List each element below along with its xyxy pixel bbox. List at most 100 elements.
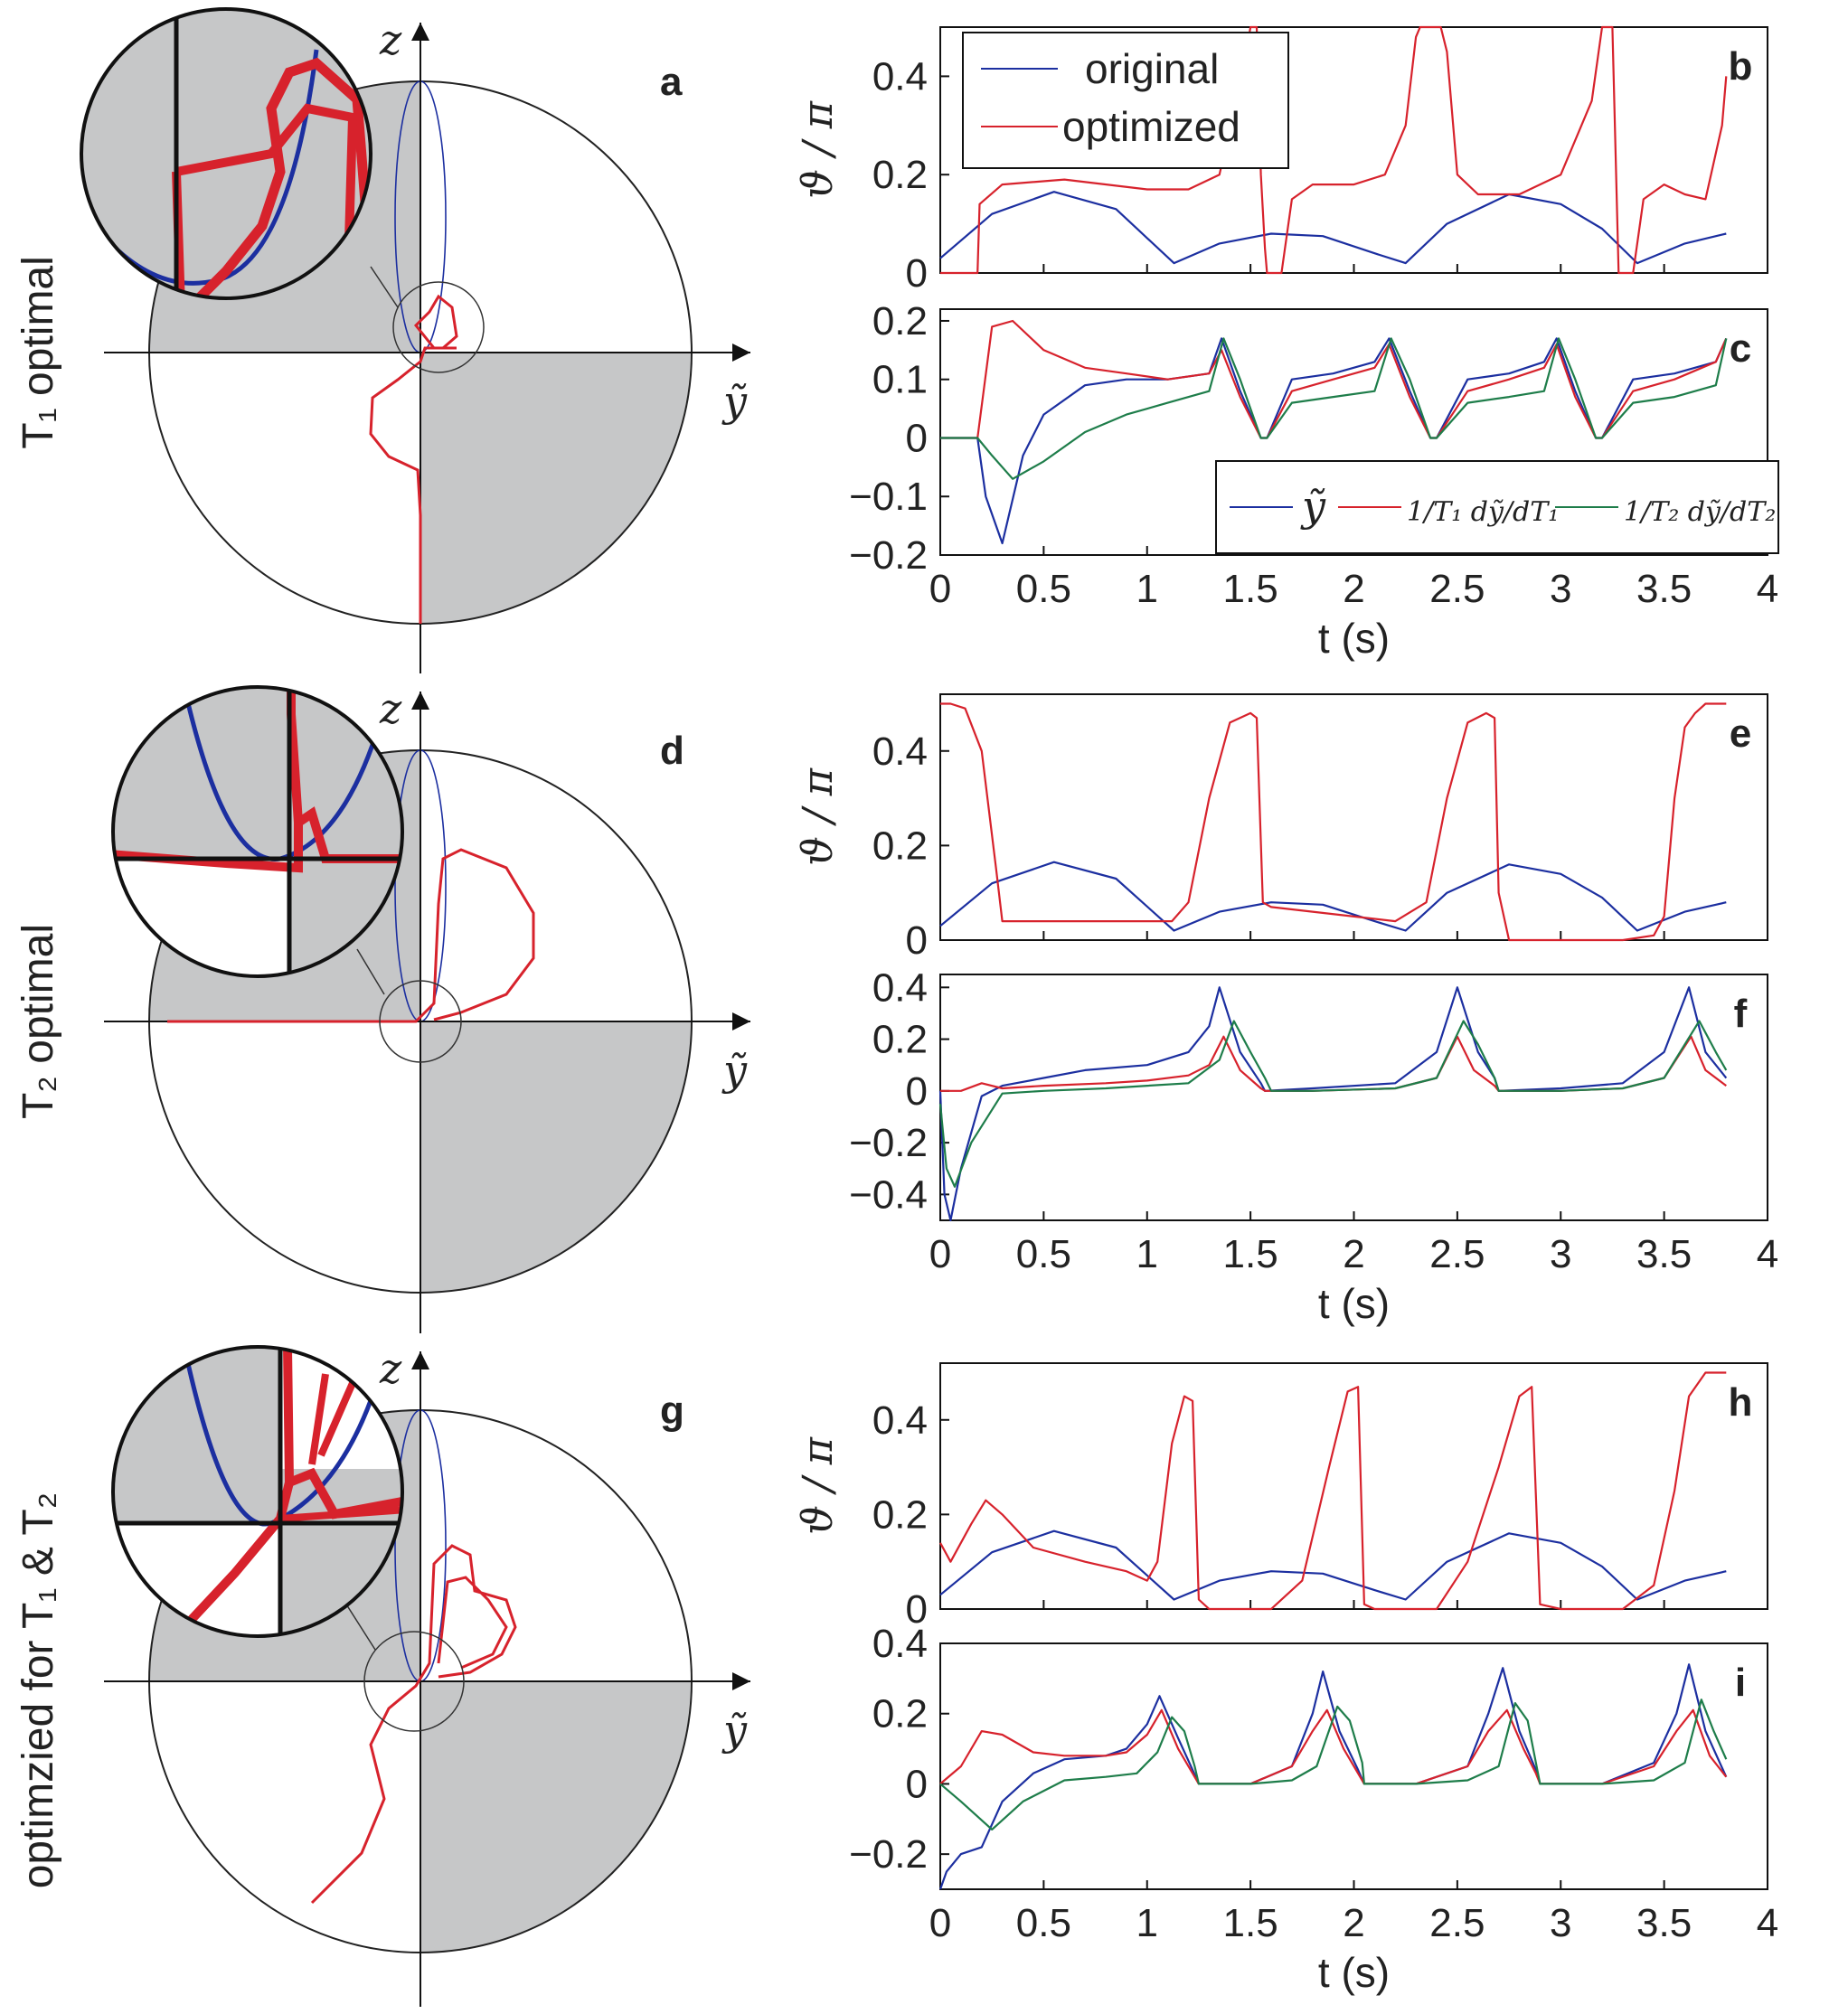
- optimized-trajectory: [369, 294, 458, 624]
- x-tick-label: 2.5: [1429, 1901, 1485, 1945]
- z-axis-label: z: [379, 15, 402, 64]
- y-tick-label: 0.4: [872, 965, 928, 1010]
- plot-frame: [939, 974, 1768, 1221]
- panel-label-d: d: [660, 729, 684, 773]
- y-tick-label: 0.2: [872, 1492, 928, 1537]
- y-tick-label: −0.2: [849, 533, 928, 578]
- grey-quadrant-lr: [420, 1681, 692, 1953]
- circle-panel-g: z ỹ g: [104, 1344, 750, 2007]
- series-line-optimized: [940, 25, 1728, 275]
- x-tick-label: 0: [929, 567, 951, 611]
- panel-label-b: b: [1729, 44, 1753, 89]
- y-tick-label: 0: [906, 416, 928, 460]
- y-axis-title: ϑ / π: [793, 100, 842, 199]
- plot-frame: [939, 693, 1768, 941]
- y-tick-label: −0.2: [849, 1121, 928, 1165]
- series-line-1-t-d-dt-: [938, 1020, 1728, 1188]
- y-tick-label: 0.4: [872, 729, 928, 774]
- series-line-1-t-d-dt-: [940, 319, 1728, 439]
- x-tick-label: 3: [1550, 567, 1571, 611]
- z-axis-label: z: [379, 684, 402, 733]
- y-tick-label: 0.2: [872, 299, 928, 344]
- series-line-optimized: [939, 1371, 1727, 1611]
- optimized-trajectory: [167, 848, 535, 1023]
- y-tick-label: 0.1: [872, 358, 928, 402]
- x-axis-title: t (s): [1318, 615, 1390, 662]
- y-tick-label: 0: [906, 1069, 928, 1114]
- x-tick-label: 0.5: [1016, 567, 1071, 611]
- x-tick-label: 1: [1136, 1901, 1158, 1945]
- chart-panel-h: 0 0.2 0.4 ϑ / π h: [793, 1362, 1768, 1632]
- y-tick-label: 0: [906, 1587, 928, 1632]
- panel-label-f: f: [1734, 992, 1748, 1036]
- y-axis-title: ϑ / π: [793, 1436, 842, 1535]
- grey-quadrant-lr: [420, 353, 692, 624]
- y-tick-label: 0.4: [872, 1398, 928, 1443]
- series-line-original: [939, 191, 1727, 265]
- series-line--: [938, 986, 1728, 1222]
- y-tick-label: 0.4: [872, 54, 928, 99]
- row-label-2: T₂ optimal: [14, 924, 62, 1119]
- zoom-inset-border: [111, 1345, 404, 1638]
- x-tick-label: 1.5: [1223, 1901, 1278, 1945]
- series-line--: [938, 1663, 1728, 1890]
- zoom-inset-border: [111, 685, 404, 978]
- zoom-circle: [379, 980, 462, 1063]
- y-tick-label: 0.4: [872, 1622, 928, 1666]
- legend-optimized: optimized: [1062, 103, 1240, 150]
- x-axis-title: t (s): [1318, 1949, 1390, 1996]
- plot-frame: [939, 1362, 1768, 1610]
- y-axis-label: ỹ: [721, 1706, 748, 1755]
- x-tick-label: 1.5: [1223, 567, 1278, 611]
- series-line-optimized: [940, 702, 1727, 942]
- x-tick-label: 3.5: [1636, 567, 1692, 611]
- legend-derivatives: ỹ 1/T₁ dỹ/dT₁ 1/T₂ dỹ/dT₂: [1215, 460, 1779, 554]
- zoom-connector: [356, 948, 385, 995]
- zoom-connector: [370, 266, 399, 308]
- legend-d2: 1/T₂ dỹ/dT₂: [1624, 496, 1776, 528]
- chart-panel-b: 0 0.2 0.4 ϑ / π b: [793, 25, 1768, 296]
- x-tick-label: 2.5: [1429, 1232, 1485, 1276]
- x-tick-label: 3.5: [1636, 1901, 1692, 1945]
- y-tick-label: −0.4: [849, 1172, 928, 1217]
- zoom-circle: [363, 1631, 465, 1732]
- x-tick-label: 4: [1757, 1901, 1778, 1945]
- chart-panel-f: −0.4 −0.2 0 0.2 0.4 0 0.5 1 1.5 2 2.5 3 3.5 4 t (s) f: [849, 965, 1778, 1327]
- series-line-1-t-d-dt-: [939, 1699, 1728, 1831]
- x-tick-label: 3.5: [1636, 1232, 1692, 1276]
- x-tick-label: 2: [1343, 1232, 1364, 1276]
- x-tick-label: 1.5: [1223, 1232, 1278, 1276]
- legend-original-optimized: original optimized: [962, 32, 1289, 169]
- y-tick-label: 0: [906, 918, 928, 963]
- y-tick-label: 0.2: [872, 1018, 928, 1062]
- x-tick-label: 1: [1136, 567, 1158, 611]
- circle-panel-d: z ỹ d: [104, 684, 750, 1333]
- row-label-1: T₁ optimal: [14, 256, 62, 449]
- x-tick-label: 4: [1757, 1232, 1778, 1276]
- zoom-inset: [113, 687, 402, 976]
- legend-original: original: [1085, 45, 1219, 92]
- y-tick-label: 0: [906, 251, 928, 296]
- y-axis-label: ỹ: [721, 1046, 748, 1095]
- series-line-1-t-d-dt-: [940, 337, 1728, 480]
- line-charts: 00.20.4ϑ / πb−0.2−0.100.10.20 0.5 1 1.5 2 2.5…: [793, 25, 1778, 1996]
- y-axis-label: ỹ: [721, 377, 748, 426]
- panel-label-i: i: [1735, 1661, 1746, 1705]
- x-tick-label: 1: [1136, 1232, 1158, 1276]
- legend-d1: 1/T₁ dỹ/dT₁: [1407, 496, 1559, 528]
- y-tick-label: 0.2: [872, 1692, 928, 1736]
- series-line-1-t-d-dt-: [940, 1035, 1727, 1092]
- y-tick-label: 0.2: [872, 153, 928, 197]
- row-label-3: optimzied for T₁ & T₂: [14, 1492, 62, 1889]
- y-tick-label: −0.1: [849, 475, 928, 519]
- chart-panel-i: −0.200.20.40 0.5 1 1.5 2 2.5 3 3.5 4t (s)i: [849, 1622, 1778, 1996]
- x-tick-label: 4: [1757, 567, 1778, 611]
- chart-panel-c: −0.2 −0.1 0 0.1 0.2 0 0.5 1 1.5 2 2.5 3 3.5 4 t (s) c: [849, 299, 1778, 662]
- zoom-inset-border: [80, 7, 372, 300]
- panel-label-h: h: [1729, 1380, 1753, 1425]
- y-tick-label: 0.2: [872, 823, 928, 868]
- series-line-original: [939, 861, 1727, 932]
- x-tick-label: 0: [929, 1901, 951, 1945]
- series-line-original: [939, 1529, 1727, 1601]
- x-tick-label: 2.5: [1429, 567, 1485, 611]
